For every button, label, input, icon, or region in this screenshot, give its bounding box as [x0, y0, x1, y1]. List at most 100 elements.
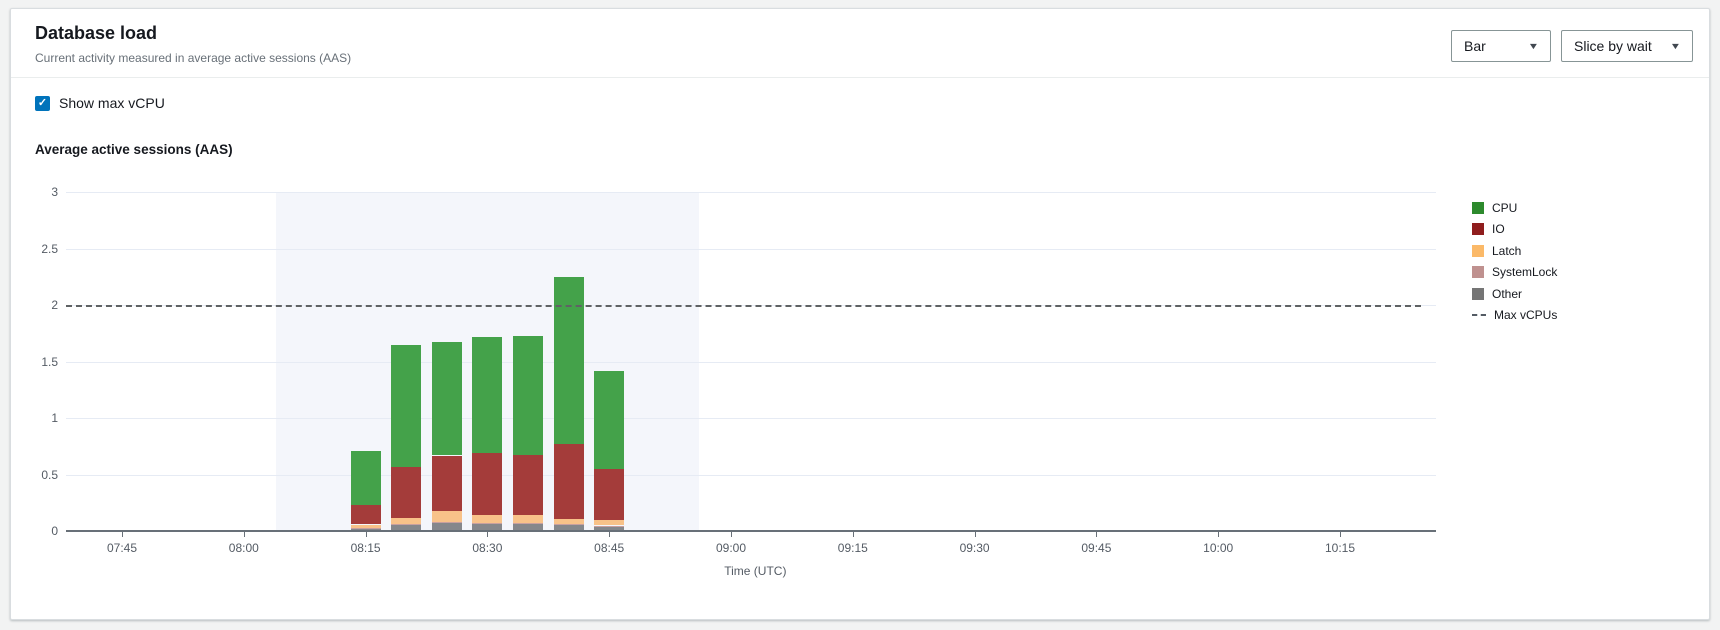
color-swatch-icon — [1472, 201, 1484, 214]
bar-08:45-io[interactable] — [594, 469, 625, 520]
header-controls: Bar ▼ Slice by wait ▼ — [1451, 30, 1693, 62]
y-tick-label: 1 — [51, 411, 58, 425]
panel-header: Database load Current activity measured … — [11, 9, 1709, 77]
bar-08:30-cpu[interactable] — [472, 337, 503, 453]
bar-08:35-other[interactable] — [513, 524, 543, 530]
y-tick-label: 0.5 — [41, 467, 58, 482]
aas-chart-plot-area: 0 0.5 1 1.5 2 2.5 3 07:45 08:00 08:15 08:30 08:45 09… — [41, 185, 1436, 578]
bar-08:20-io[interactable] — [391, 467, 422, 518]
x-tick-label: 07:45 — [106, 541, 138, 555]
bar-08:45-latch[interactable] — [594, 519, 625, 525]
show-max-vcpu-checkbox[interactable]: ✓ — [35, 95, 50, 111]
bar-08:45-other[interactable] — [594, 527, 625, 530]
legend-item-other: Other — [1472, 283, 1557, 305]
bar-08:15-cpu[interactable] — [350, 451, 381, 505]
chart-type-select[interactable]: Bar ▼ — [1451, 30, 1551, 62]
bar-08:45-systemlock[interactable] — [594, 526, 625, 527]
chevron-down-icon: ▼ — [1669, 40, 1682, 51]
bar-08:15-systemlock[interactable] — [350, 528, 381, 529]
x-tick-mark — [609, 532, 611, 537]
bar-08:25-latch[interactable] — [431, 511, 462, 522]
color-swatch-icon — [1472, 287, 1484, 300]
bar-08:25-systemlock[interactable] — [431, 522, 462, 523]
gridline-y-2.5 — [66, 248, 1436, 250]
page-subtitle: Current activity measured in average act… — [35, 51, 352, 65]
bar-08:35-io[interactable] — [513, 455, 543, 515]
x-tick-mark — [365, 532, 367, 537]
bar-08:30-io[interactable] — [472, 453, 503, 515]
x-tick-mark — [731, 532, 732, 537]
bar-08:20-latch[interactable] — [391, 517, 422, 524]
chart-title: Average active sessions (AAS) — [35, 142, 233, 157]
y-tick-label: 0 — [51, 524, 58, 538]
x-tick-label: 09:30 — [959, 541, 990, 555]
chart-legend: CPU IO Latch SystemLock Other Max vCPUs — [1472, 197, 1557, 326]
legend-label: Other — [1492, 286, 1523, 301]
bar-08:30-latch[interactable] — [472, 515, 503, 523]
legend-item-systemlock: SystemLock — [1472, 262, 1557, 284]
bar-08:30-systemlock[interactable] — [472, 523, 503, 524]
bar-08:15-latch[interactable] — [350, 525, 381, 528]
bar-08:45-cpu[interactable] — [594, 371, 625, 469]
bar-08:15-other[interactable] — [350, 529, 381, 530]
database-load-panel: Database load Current activity measured … — [10, 8, 1710, 620]
bar-08:20-cpu[interactable] — [391, 345, 422, 467]
bar-08:15-io[interactable] — [350, 505, 381, 524]
x-tick-label: 10:00 — [1203, 541, 1234, 555]
bar-08:25-other[interactable] — [431, 523, 462, 530]
legend-label: Latch — [1492, 243, 1522, 258]
max-vcpus-line — [66, 305, 1421, 307]
y-tick-label: 1.5 — [41, 354, 58, 369]
x-tick-mark — [1340, 532, 1341, 537]
gridline-y-1 — [66, 418, 1436, 419]
bar-08:40-cpu[interactable] — [553, 277, 584, 444]
bar-08:40-io[interactable] — [553, 444, 584, 519]
bar-08:35-systemlock[interactable] — [513, 523, 543, 524]
legend-item-io: IO — [1472, 219, 1557, 241]
x-tick-label: 09:15 — [837, 541, 868, 555]
header-divider — [11, 77, 1709, 78]
show-max-vcpu-row: ✓ Show max vCPU — [35, 95, 165, 111]
x-tick-label: 08:00 — [228, 541, 259, 555]
bar-08:25-cpu[interactable] — [431, 342, 462, 455]
bar-08:40-other[interactable] — [553, 525, 584, 530]
gridline-y-1.5 — [66, 361, 1436, 363]
chart-type-value: Bar — [1464, 38, 1486, 54]
page-title: Database load — [35, 23, 158, 43]
bar-08:20-systemlock[interactable] — [391, 524, 422, 525]
x-tick-label: 09:00 — [715, 541, 747, 555]
legend-item-latch: Latch — [1472, 240, 1557, 262]
x-tick-mark — [852, 532, 854, 537]
gridline-y-3 — [66, 192, 1436, 193]
slice-by-select[interactable]: Slice by wait ▼ — [1561, 30, 1693, 62]
x-axis-title: Time (UTC) — [724, 564, 787, 578]
x-tick-mark — [974, 532, 976, 537]
bar-08:35-cpu[interactable] — [513, 336, 543, 455]
dashed-line-icon — [1472, 314, 1486, 317]
x-tick-label: 08:30 — [472, 541, 503, 555]
x-tick-label: 10:15 — [1324, 541, 1356, 555]
legend-item-max-vcpus: Max vCPUs — [1472, 305, 1557, 327]
x-tick-label: 09:45 — [1081, 541, 1112, 555]
x-tick-label: 08:15 — [350, 541, 381, 555]
legend-label: Max vCPUs — [1494, 308, 1558, 323]
x-tick-mark — [1096, 532, 1098, 537]
bar-08:35-latch[interactable] — [513, 515, 543, 523]
slice-by-value: Slice by wait — [1574, 38, 1652, 54]
bar-08:20-other[interactable] — [391, 525, 422, 530]
color-swatch-icon — [1472, 266, 1484, 279]
x-tick-label: 08:45 — [594, 541, 625, 555]
x-tick-mark — [487, 532, 489, 537]
bar-08:40-latch[interactable] — [553, 518, 584, 524]
bar-08:40-systemlock[interactable] — [553, 524, 584, 525]
gridline-y-0.5 — [66, 474, 1436, 476]
y-tick-label: 3 — [51, 185, 58, 199]
bar-08:25-io[interactable] — [431, 456, 462, 511]
color-swatch-icon — [1472, 223, 1484, 236]
x-tick-mark — [122, 532, 123, 537]
legend-item-cpu: CPU — [1472, 197, 1557, 219]
bar-08:30-other[interactable] — [472, 524, 503, 530]
x-tick-mark — [1218, 532, 1220, 537]
color-swatch-icon — [1472, 244, 1484, 257]
legend-label: IO — [1492, 222, 1505, 237]
